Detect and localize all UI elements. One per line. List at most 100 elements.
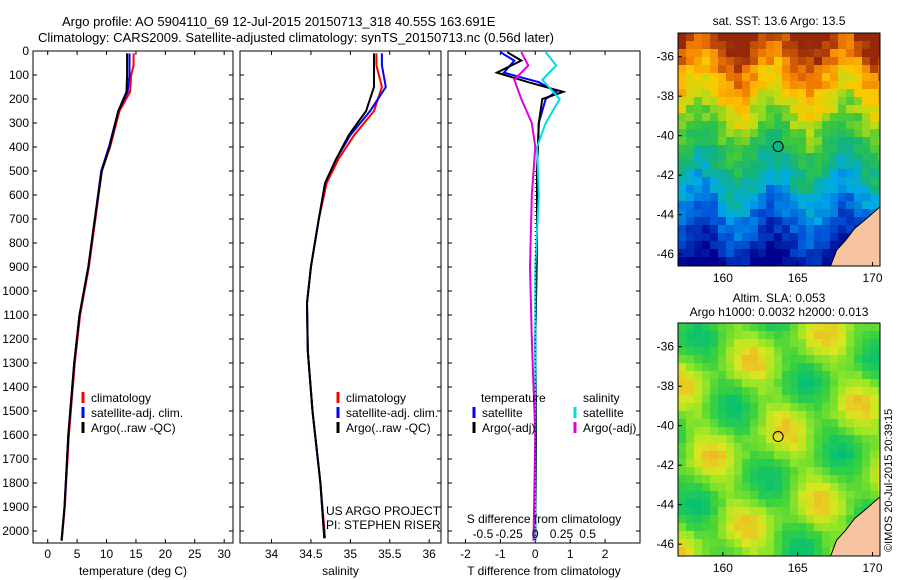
sst-map-cell — [878, 73, 880, 81]
sla-map-cell — [798, 363, 806, 371]
sla-map-cell — [718, 403, 726, 411]
sst-map-cell — [814, 185, 822, 193]
sst-map-cell — [734, 49, 742, 57]
sla-map-cell — [830, 395, 838, 403]
salinity-xtick-label: 35 — [344, 547, 358, 561]
sla-map-cell — [710, 507, 718, 515]
sst-map-cell — [846, 49, 854, 57]
sla-map-cell — [790, 515, 798, 523]
difference-top-xtick-label: 0.25 — [550, 527, 574, 541]
sla-map-cell — [782, 355, 790, 363]
sst-map-cell — [710, 137, 718, 145]
sst-map-cell — [774, 257, 782, 265]
sst-map-cell — [822, 89, 830, 97]
sla-map-cell — [766, 515, 774, 523]
sst-map-cell — [806, 225, 814, 233]
sla-map-cell — [774, 443, 782, 451]
sla-map-cell — [758, 451, 766, 459]
sla-map-cell — [678, 427, 686, 435]
sst-map-cell — [774, 121, 782, 129]
sla-map-cell — [862, 491, 870, 499]
sst-map-cell — [814, 201, 822, 209]
sst-map-cell — [870, 33, 878, 41]
sla-map-cell — [774, 435, 782, 443]
sst-map-cell — [710, 193, 718, 201]
depth-tick-label: 1400 — [2, 380, 29, 394]
sst-map-cell — [870, 81, 878, 89]
sst-map-cell — [822, 257, 830, 265]
sla-map-cell — [798, 403, 806, 411]
sst-map-cell — [726, 145, 734, 153]
temperature-xlabel: temperature (deg C) — [79, 564, 187, 578]
temperature-legend-item-1-label: satellite-adj. clim. — [91, 406, 183, 420]
sst-map-cell — [790, 73, 798, 81]
sla-map-cell — [870, 411, 878, 419]
sst-map-cell — [702, 257, 710, 265]
depth-tick-label: 300 — [9, 116, 29, 130]
sla-map-cell — [870, 443, 878, 451]
sla-map-cell — [838, 339, 846, 347]
sla-map-cell — [862, 467, 870, 475]
sla-map-cell — [782, 467, 790, 475]
sst-map-cell — [750, 217, 758, 225]
sla-map-cell — [702, 451, 710, 459]
sla-map-cell — [726, 371, 734, 379]
sst-map-cell — [854, 49, 862, 57]
sst-map-cell — [686, 233, 694, 241]
sst-map-cell — [726, 81, 734, 89]
sla-map-cell — [774, 427, 782, 435]
sla-map-cell — [678, 443, 686, 451]
sla-map-cell — [846, 371, 854, 379]
sst-map-cell — [774, 145, 782, 153]
sst-map-cell — [822, 113, 830, 121]
sst-map-cell — [798, 113, 806, 121]
sla-map-cell — [726, 491, 734, 499]
sla-map-cell — [774, 515, 782, 523]
sla-map-cell — [766, 387, 774, 395]
sst-map-cell — [742, 201, 750, 209]
sla-map-cell — [830, 531, 838, 539]
sst-map-cell — [726, 33, 734, 41]
sla-map-cell — [870, 371, 878, 379]
temperature-axes-frame — [32, 50, 234, 544]
sla-map-cell — [694, 459, 702, 467]
sst-map-cell — [854, 193, 862, 201]
sla-map-cell — [750, 507, 758, 515]
sst-map-cell — [854, 81, 862, 89]
sst-map-cell — [830, 153, 838, 161]
sla-map-cell — [854, 451, 862, 459]
sst-map-cell — [814, 241, 822, 249]
sla-map-cell — [726, 339, 734, 347]
sla-map-cell — [870, 451, 878, 459]
sla-map-cell — [846, 331, 854, 339]
sst-map-cell — [838, 209, 846, 217]
depth-tick-label: 700 — [9, 212, 29, 226]
sla-map-cell — [870, 467, 878, 475]
sst-map-cell — [846, 137, 854, 145]
sla-map-cell — [702, 507, 710, 515]
sla-map-cell — [846, 491, 854, 499]
sla-map-cell — [758, 547, 766, 555]
sla-map-cell — [774, 539, 782, 547]
sst-map-cell — [734, 209, 742, 217]
sst-map-cell — [782, 225, 790, 233]
sla-map-cell — [758, 331, 766, 339]
sla-map-cell — [726, 387, 734, 395]
sst-map-cell — [718, 121, 726, 129]
sla-map-cell — [798, 371, 806, 379]
sla-map-cell — [718, 491, 726, 499]
sst-map-cell — [726, 241, 734, 249]
sla-map-cell — [854, 403, 862, 411]
sst-map-cell — [862, 161, 870, 169]
sst-map-cell — [750, 33, 758, 41]
sla-map-cell — [758, 435, 766, 443]
sst-map-cell — [710, 49, 718, 57]
sst-map-cell — [750, 73, 758, 81]
sst-map-cell — [766, 89, 774, 97]
sst-map-cell — [710, 65, 718, 73]
sst-map-cell — [838, 105, 846, 113]
sst-map-cell — [750, 249, 758, 257]
sst-map-cell — [742, 249, 750, 257]
salinity-xlabel: salinity — [322, 564, 359, 578]
sst-map-cell — [726, 49, 734, 57]
